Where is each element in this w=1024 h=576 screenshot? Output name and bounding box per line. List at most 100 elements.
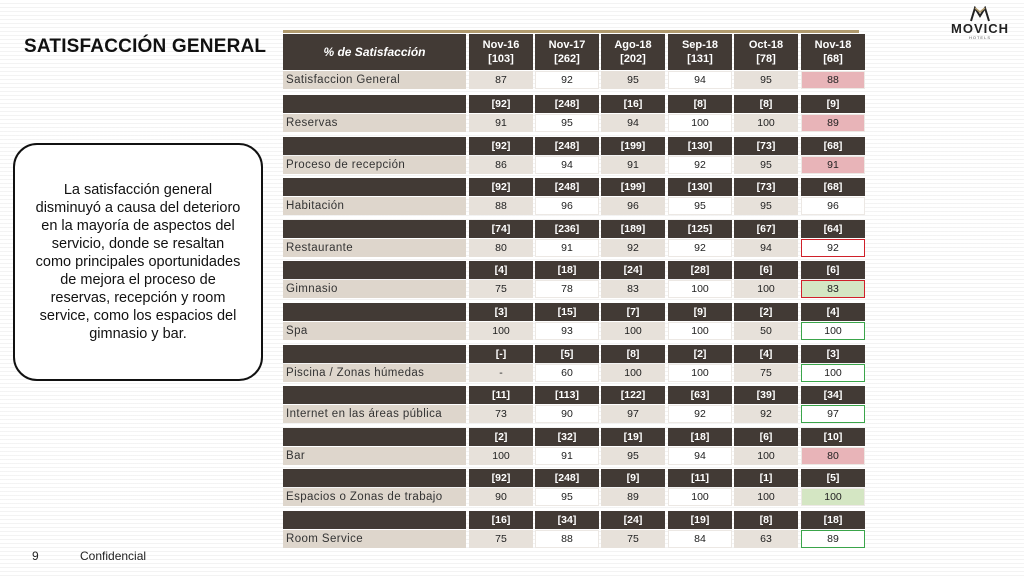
- value-cell: 100: [668, 322, 732, 340]
- count-cell: [199]: [601, 178, 665, 197]
- count-cell: [3]: [469, 303, 533, 321]
- logo-text: MOVICH: [951, 21, 1009, 36]
- value-cell: 93: [535, 322, 599, 340]
- count-cell: [8]: [668, 95, 732, 113]
- column-month: Nov-18: [814, 39, 852, 51]
- count-cell: [4]: [734, 344, 798, 363]
- count-cell: [125]: [668, 219, 732, 238]
- row-label: Proceso de recepción: [283, 155, 466, 174]
- count-cell: [-]: [469, 344, 533, 363]
- count-row-label-spacer: [283, 261, 466, 280]
- value-cell: 100: [668, 488, 732, 507]
- count-cell: [248]: [535, 136, 599, 155]
- count-row-label-spacer: [283, 344, 466, 363]
- value-cell: 100: [601, 322, 665, 340]
- count-cell: [8]: [601, 344, 665, 363]
- count-cell: [15]: [535, 303, 599, 321]
- count-row-label-spacer: [283, 136, 466, 155]
- value-cell: 94: [601, 114, 665, 132]
- count-cell: [92]: [469, 95, 533, 113]
- value-cell: 88: [801, 71, 865, 89]
- value-cell: 97: [601, 405, 665, 424]
- header-label: % de Satisfacción: [283, 34, 466, 70]
- value-cell: 96: [535, 197, 599, 216]
- value-cell: 86: [469, 155, 533, 174]
- value-cell: 75: [734, 363, 798, 382]
- count-cell: [4]: [801, 303, 865, 321]
- value-cell: 50: [734, 322, 798, 340]
- count-row-label-spacer: [283, 469, 466, 488]
- value-cell: 91: [601, 155, 665, 174]
- row-label: Restaurante: [283, 238, 466, 257]
- row-label: Room Service: [283, 530, 466, 548]
- value-cell: 75: [469, 280, 533, 299]
- count-cell: [67]: [734, 219, 798, 238]
- count-cell: [6]: [734, 427, 798, 446]
- count-cell: [199]: [601, 136, 665, 155]
- value-cell: 63: [734, 530, 798, 548]
- count-cell: [68]: [801, 136, 865, 155]
- column-sample-size: [262]: [554, 53, 580, 65]
- table-top-rule: [283, 30, 859, 33]
- column-header: Nov-18 [68]: [801, 34, 865, 70]
- count-cell: [248]: [535, 95, 599, 113]
- slide-title: SATISFACCIÓN GENERAL: [24, 36, 267, 57]
- count-cell: [18]: [668, 427, 732, 446]
- count-cell: [8]: [734, 511, 798, 529]
- value-cell: 100: [734, 488, 798, 507]
- value-cell: 83: [601, 280, 665, 299]
- movich-logo: MOVICH HOTELS: [940, 6, 1020, 48]
- count-cell: [11]: [668, 469, 732, 488]
- column-header: Ago-18 [202]: [601, 34, 665, 70]
- summary-text: La satisfacción general disminuyó a caus…: [35, 182, 241, 342]
- count-row-label-spacer: [283, 303, 466, 321]
- count-cell: [34]: [535, 511, 599, 529]
- value-cell: 95: [668, 197, 732, 216]
- value-cell: 100: [734, 114, 798, 132]
- count-cell: [28]: [668, 261, 732, 280]
- value-cell: 92: [801, 238, 865, 257]
- value-cell: 92: [668, 155, 732, 174]
- column-header: Oct-18 [78]: [734, 34, 798, 70]
- value-cell: 100: [668, 280, 732, 299]
- column-month: Ago-18: [614, 39, 652, 51]
- value-cell: 95: [734, 197, 798, 216]
- summary-callout: La satisfacción general disminuyó a caus…: [13, 143, 263, 381]
- row-label: Gimnasio: [283, 280, 466, 299]
- row-label: Espacios o Zonas de trabajo: [283, 488, 466, 507]
- value-cell: 89: [801, 530, 865, 548]
- count-cell: [92]: [469, 469, 533, 488]
- count-cell: [32]: [535, 427, 599, 446]
- count-cell: [130]: [668, 136, 732, 155]
- count-cell: [5]: [535, 344, 599, 363]
- column-month: Sep-18: [681, 39, 719, 51]
- logo-subtext: HOTELS: [968, 35, 991, 40]
- row-label: Bar: [283, 446, 466, 465]
- value-cell: 100: [668, 114, 732, 132]
- count-cell: [9]: [601, 469, 665, 488]
- logo-m-icon: [970, 6, 990, 22]
- column-sample-size: [131]: [687, 53, 713, 65]
- count-cell: [7]: [601, 303, 665, 321]
- value-cell: -: [469, 363, 533, 382]
- footer-label: Confidencial: [80, 549, 147, 563]
- count-cell: [6]: [801, 261, 865, 280]
- value-cell: 100: [801, 363, 865, 382]
- count-cell: [1]: [734, 469, 798, 488]
- value-cell: 100: [734, 446, 798, 465]
- value-cell: 90: [469, 488, 533, 507]
- count-cell: [113]: [535, 386, 599, 405]
- count-cell: [2]: [668, 344, 732, 363]
- value-cell: 83: [801, 280, 865, 299]
- value-cell: 60: [535, 363, 599, 382]
- value-cell: 78: [535, 280, 599, 299]
- count-cell: [16]: [601, 95, 665, 113]
- count-row-label-spacer: [283, 511, 466, 529]
- page-number: 9: [32, 549, 39, 563]
- value-cell: 91: [535, 238, 599, 257]
- column-sample-size: [78]: [756, 53, 776, 65]
- count-cell: [73]: [734, 136, 798, 155]
- value-cell: 95: [601, 446, 665, 465]
- count-cell: [18]: [801, 511, 865, 529]
- value-cell: 90: [535, 405, 599, 424]
